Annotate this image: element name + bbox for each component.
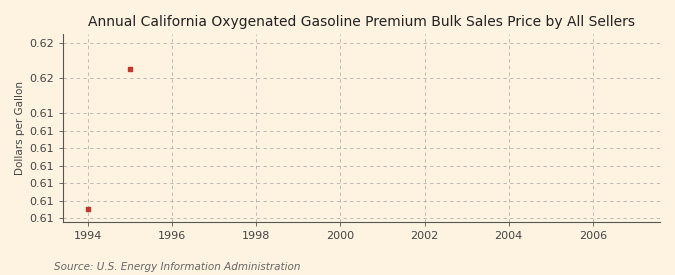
Y-axis label: Dollars per Gallon: Dollars per Gallon [15, 81, 25, 175]
Point [125, 67, 136, 72]
Title: Annual California Oxygenated Gasoline Premium Bulk Sales Price by All Sellers: Annual California Oxygenated Gasoline Pr… [88, 15, 635, 29]
Text: Source: U.S. Energy Information Administration: Source: U.S. Energy Information Administ… [54, 262, 300, 272]
Point [83, 207, 94, 212]
